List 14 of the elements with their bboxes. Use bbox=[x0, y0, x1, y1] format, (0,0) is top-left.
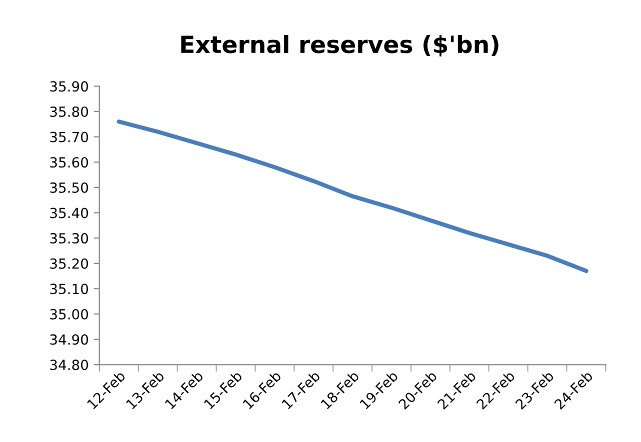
y-tick-label: 35.60 bbox=[50, 157, 88, 168]
y-tick-label: 34.90 bbox=[50, 334, 88, 345]
chart-title: External reserves ($'bn) bbox=[181, 34, 498, 56]
y-tick-label: 35.40 bbox=[50, 208, 88, 218]
y-tick-label: 35.70 bbox=[50, 132, 88, 142]
line-series bbox=[116, 120, 588, 274]
y-tick-label: 34.80 bbox=[50, 360, 88, 370]
y-tick-label: 35.50 bbox=[50, 182, 88, 193]
y-tick-label: 35.80 bbox=[50, 106, 88, 117]
y-tick-label: 35.00 bbox=[50, 308, 88, 320]
y-tick-label: 35.10 bbox=[50, 284, 88, 294]
y-tick-label: 35.30 bbox=[50, 233, 88, 244]
y-tick-label: 35.20 bbox=[50, 258, 88, 269]
y-tick-label: 35.90 bbox=[50, 81, 88, 92]
